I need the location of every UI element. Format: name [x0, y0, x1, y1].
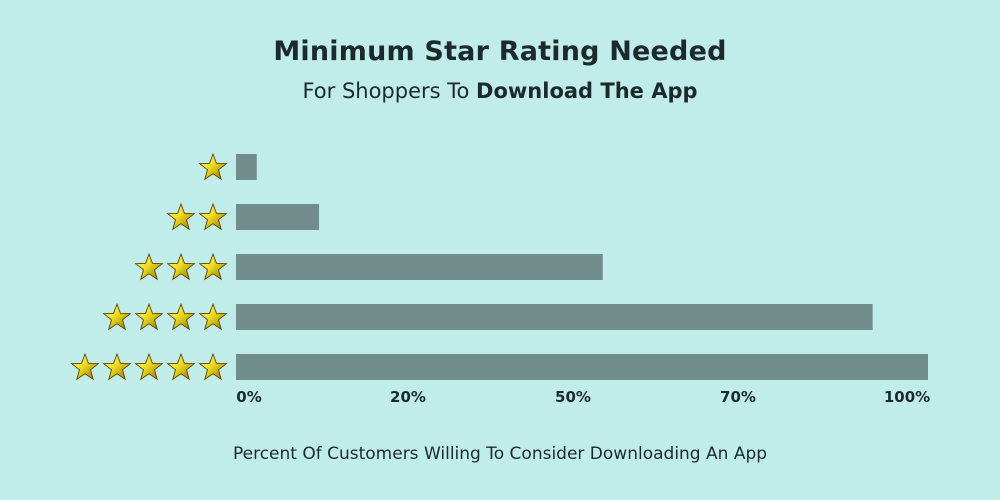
x-axis-ticks: 0% 20% 50% 70% 100% — [236, 388, 930, 406]
star-icon — [102, 352, 132, 381]
star-icon — [166, 252, 196, 281]
bar-3 — [236, 254, 603, 280]
x-tick-label: 70% — [720, 388, 756, 406]
bar-2 — [236, 204, 320, 230]
star-icon — [198, 302, 228, 331]
star-icon — [198, 352, 228, 381]
bar-1 — [236, 154, 257, 180]
star-icon — [198, 252, 228, 281]
bar-4 — [236, 304, 873, 330]
x-tick-label: 100% — [884, 388, 930, 406]
star-icon — [198, 152, 228, 181]
star-labels-group — [70, 152, 228, 381]
x-tick-label: 50% — [555, 388, 591, 406]
bar-5 — [236, 354, 928, 380]
star-icon — [198, 202, 228, 231]
star-icon — [166, 302, 196, 331]
chart-title: Minimum Star Rating Needed — [273, 36, 727, 67]
subtitle-prefix: For Shoppers To — [302, 79, 477, 103]
star-icon — [134, 252, 164, 281]
bars-group — [236, 154, 928, 380]
x-tick-label: 0% — [236, 388, 261, 406]
x-tick-label: 20% — [390, 388, 426, 406]
star-icon — [134, 302, 164, 331]
subtitle-emphasis: Download The App — [476, 79, 698, 103]
star-icon — [70, 352, 100, 381]
star-icon — [166, 352, 196, 381]
star-icon — [166, 202, 196, 231]
star-icon — [102, 302, 132, 331]
star-icon — [134, 352, 164, 381]
x-axis-label: Percent Of Customers Willing To Consider… — [232, 444, 768, 464]
chart-subtitle: For Shoppers To Download The App — [0, 79, 1000, 103]
